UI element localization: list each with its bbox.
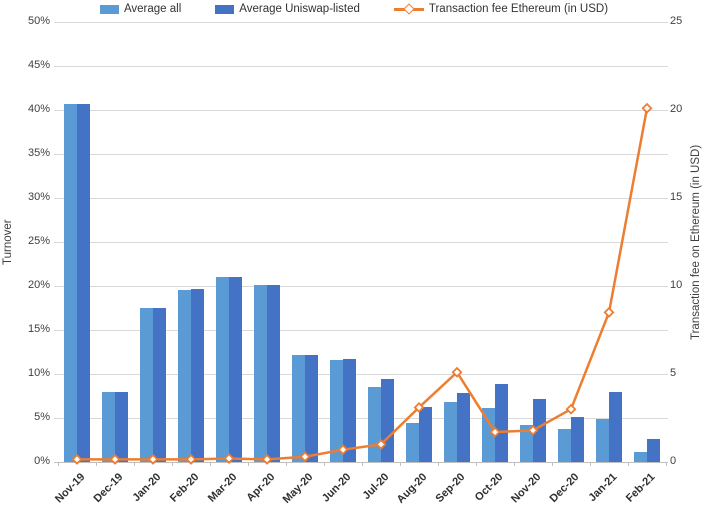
gridline	[54, 22, 668, 23]
bar-average-uniswap-listed	[533, 398, 546, 462]
bar-average-all	[482, 408, 495, 462]
y-axis-title-right: Transaction fee on Ethereum (in USD)	[690, 144, 702, 340]
left-tick-label: 30%	[27, 191, 50, 203]
bar-average-uniswap-listed	[115, 392, 128, 462]
x-axis-tick	[210, 462, 211, 466]
x-axis-tick	[476, 462, 477, 466]
bar-average-all	[254, 285, 267, 462]
x-axis-tick	[628, 462, 629, 466]
x-axis-tick	[666, 462, 667, 466]
bar-average-all	[140, 308, 153, 462]
left-tick-label: 50%	[27, 15, 50, 27]
bar-average-uniswap-listed	[647, 439, 660, 462]
bar-average-uniswap-listed	[229, 277, 242, 462]
right-tick-label: 20	[670, 103, 683, 115]
gridline	[54, 286, 668, 287]
left-tick-label: 10%	[27, 367, 50, 379]
left-tick-label: 40%	[27, 103, 50, 115]
right-tick-label: 25	[670, 15, 683, 27]
transaction-fee-line-icon	[393, 3, 424, 15]
x-axis-label: Nov-19	[53, 471, 88, 506]
bar-average-uniswap-listed	[343, 359, 356, 462]
gridline	[54, 198, 668, 199]
bar-average-all	[102, 392, 115, 462]
bar-average-all	[634, 452, 647, 462]
bar-average-uniswap-listed	[381, 379, 394, 462]
plot-area	[54, 22, 668, 463]
x-axis-tick	[324, 462, 325, 466]
gridline	[54, 154, 668, 155]
x-axis-tick	[58, 462, 59, 466]
bar-average-all	[558, 428, 571, 462]
left-tick-label: 5%	[34, 411, 50, 423]
bar-average-all	[330, 359, 343, 462]
bar-average-all	[596, 418, 609, 462]
x-axis-tick	[552, 462, 553, 466]
legend-item-average-all: Average all	[99, 3, 182, 15]
bar-average-uniswap-listed	[191, 288, 204, 462]
left-tick-label: 0%	[34, 455, 50, 467]
x-axis-tick	[248, 462, 249, 466]
bar-average-all	[64, 103, 77, 462]
legend: Average all Average Uniswap-listed Trans…	[0, 1, 708, 17]
x-axis-tick	[96, 462, 97, 466]
left-tick-label: 35%	[27, 147, 50, 159]
legend-label: Average all	[123, 3, 182, 15]
bar-average-uniswap-listed	[153, 308, 166, 462]
bar-average-all	[406, 423, 419, 462]
legend-label: Average Uniswap-listed	[239, 3, 360, 15]
bar-average-uniswap-listed	[77, 103, 90, 462]
x-axis-tick	[134, 462, 135, 466]
left-tick-label: 15%	[27, 323, 50, 335]
right-tick-label: 15	[670, 191, 683, 203]
bar-average-uniswap-listed	[609, 391, 622, 462]
bar-average-all	[216, 277, 229, 462]
left-tick-label: 45%	[27, 59, 50, 71]
diamond-marker-icon	[403, 3, 415, 15]
average-uniswap-swatch-icon	[215, 4, 235, 14]
legend-item-average-uniswap-listed: Average Uniswap-listed	[215, 3, 360, 15]
bar-average-uniswap-listed	[495, 383, 508, 462]
bar-average-all	[444, 402, 457, 462]
bar-average-uniswap-listed	[419, 406, 432, 462]
x-axis-tick	[514, 462, 515, 466]
x-axis-tick	[172, 462, 173, 466]
bar-average-all	[292, 354, 305, 462]
right-tick-label: 0	[670, 455, 677, 467]
right-tick-label: 10	[670, 279, 683, 291]
x-axis-tick	[286, 462, 287, 466]
x-axis-tick	[438, 462, 439, 466]
right-tick-label: 5	[670, 367, 677, 379]
bar-average-all	[178, 289, 191, 462]
average-all-swatch-icon	[99, 4, 119, 14]
gridline	[54, 110, 668, 111]
legend-label: Transaction fee Ethereum (in USD)	[428, 3, 609, 15]
x-axis-line	[54, 462, 668, 463]
bar-average-uniswap-listed	[457, 393, 470, 462]
x-axis-tick	[590, 462, 591, 466]
legend-item-transaction-fee: Transaction fee Ethereum (in USD)	[393, 3, 609, 15]
bar-average-uniswap-listed	[305, 354, 318, 462]
x-axis-tick	[362, 462, 363, 466]
bar-average-all	[520, 425, 533, 462]
x-axis-tick	[400, 462, 401, 466]
gridline	[54, 242, 668, 243]
bar-average-uniswap-listed	[571, 417, 584, 462]
gridline	[54, 66, 668, 67]
left-tick-label: 25%	[27, 235, 50, 247]
left-tick-label: 20%	[27, 279, 50, 291]
bar-average-all	[368, 387, 381, 462]
bar-average-uniswap-listed	[267, 285, 280, 462]
